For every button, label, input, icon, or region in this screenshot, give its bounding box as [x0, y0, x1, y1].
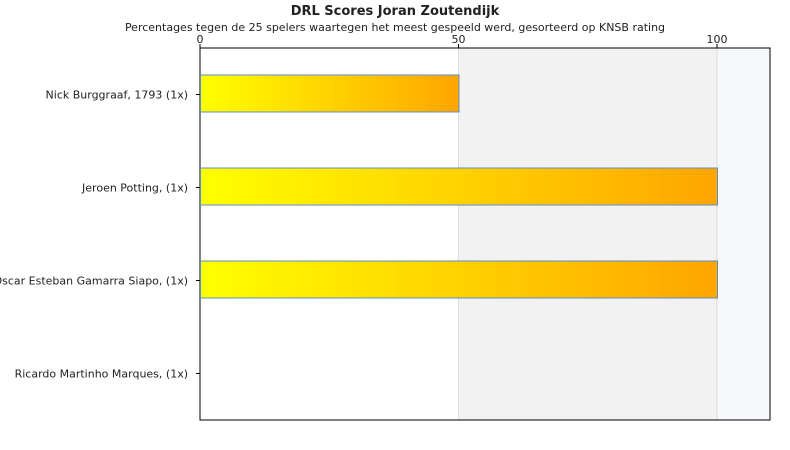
category-label: Jeroen Potting, (1x) — [81, 182, 188, 195]
x-tick-label: 50 — [452, 33, 466, 46]
chart-subtitle: Percentages tegen de 25 spelers waartege… — [125, 21, 665, 34]
plot-frame — [199, 47, 771, 421]
x-tick-label: 100 — [707, 33, 728, 46]
category-label: Oscar Esteban Gamarra Siapo, (1x) — [0, 275, 188, 288]
x-tick-label: 0 — [197, 33, 204, 46]
bar — [200, 74, 460, 113]
grid-band — [458, 48, 717, 420]
bar — [200, 260, 718, 299]
bar — [200, 167, 718, 206]
plot-area: 0 50 100 Nick Burggraaf, 1793 (1x) Jeroen Po… — [0, 33, 771, 421]
category-label: Nick Burggraaf, 1793 (1x) — [46, 89, 188, 102]
chart-title: DRL Scores Joran Zoutendijk — [291, 4, 500, 19]
grid-band — [717, 48, 770, 420]
category-label: Ricardo Martinho Marques, (1x) — [15, 368, 188, 381]
